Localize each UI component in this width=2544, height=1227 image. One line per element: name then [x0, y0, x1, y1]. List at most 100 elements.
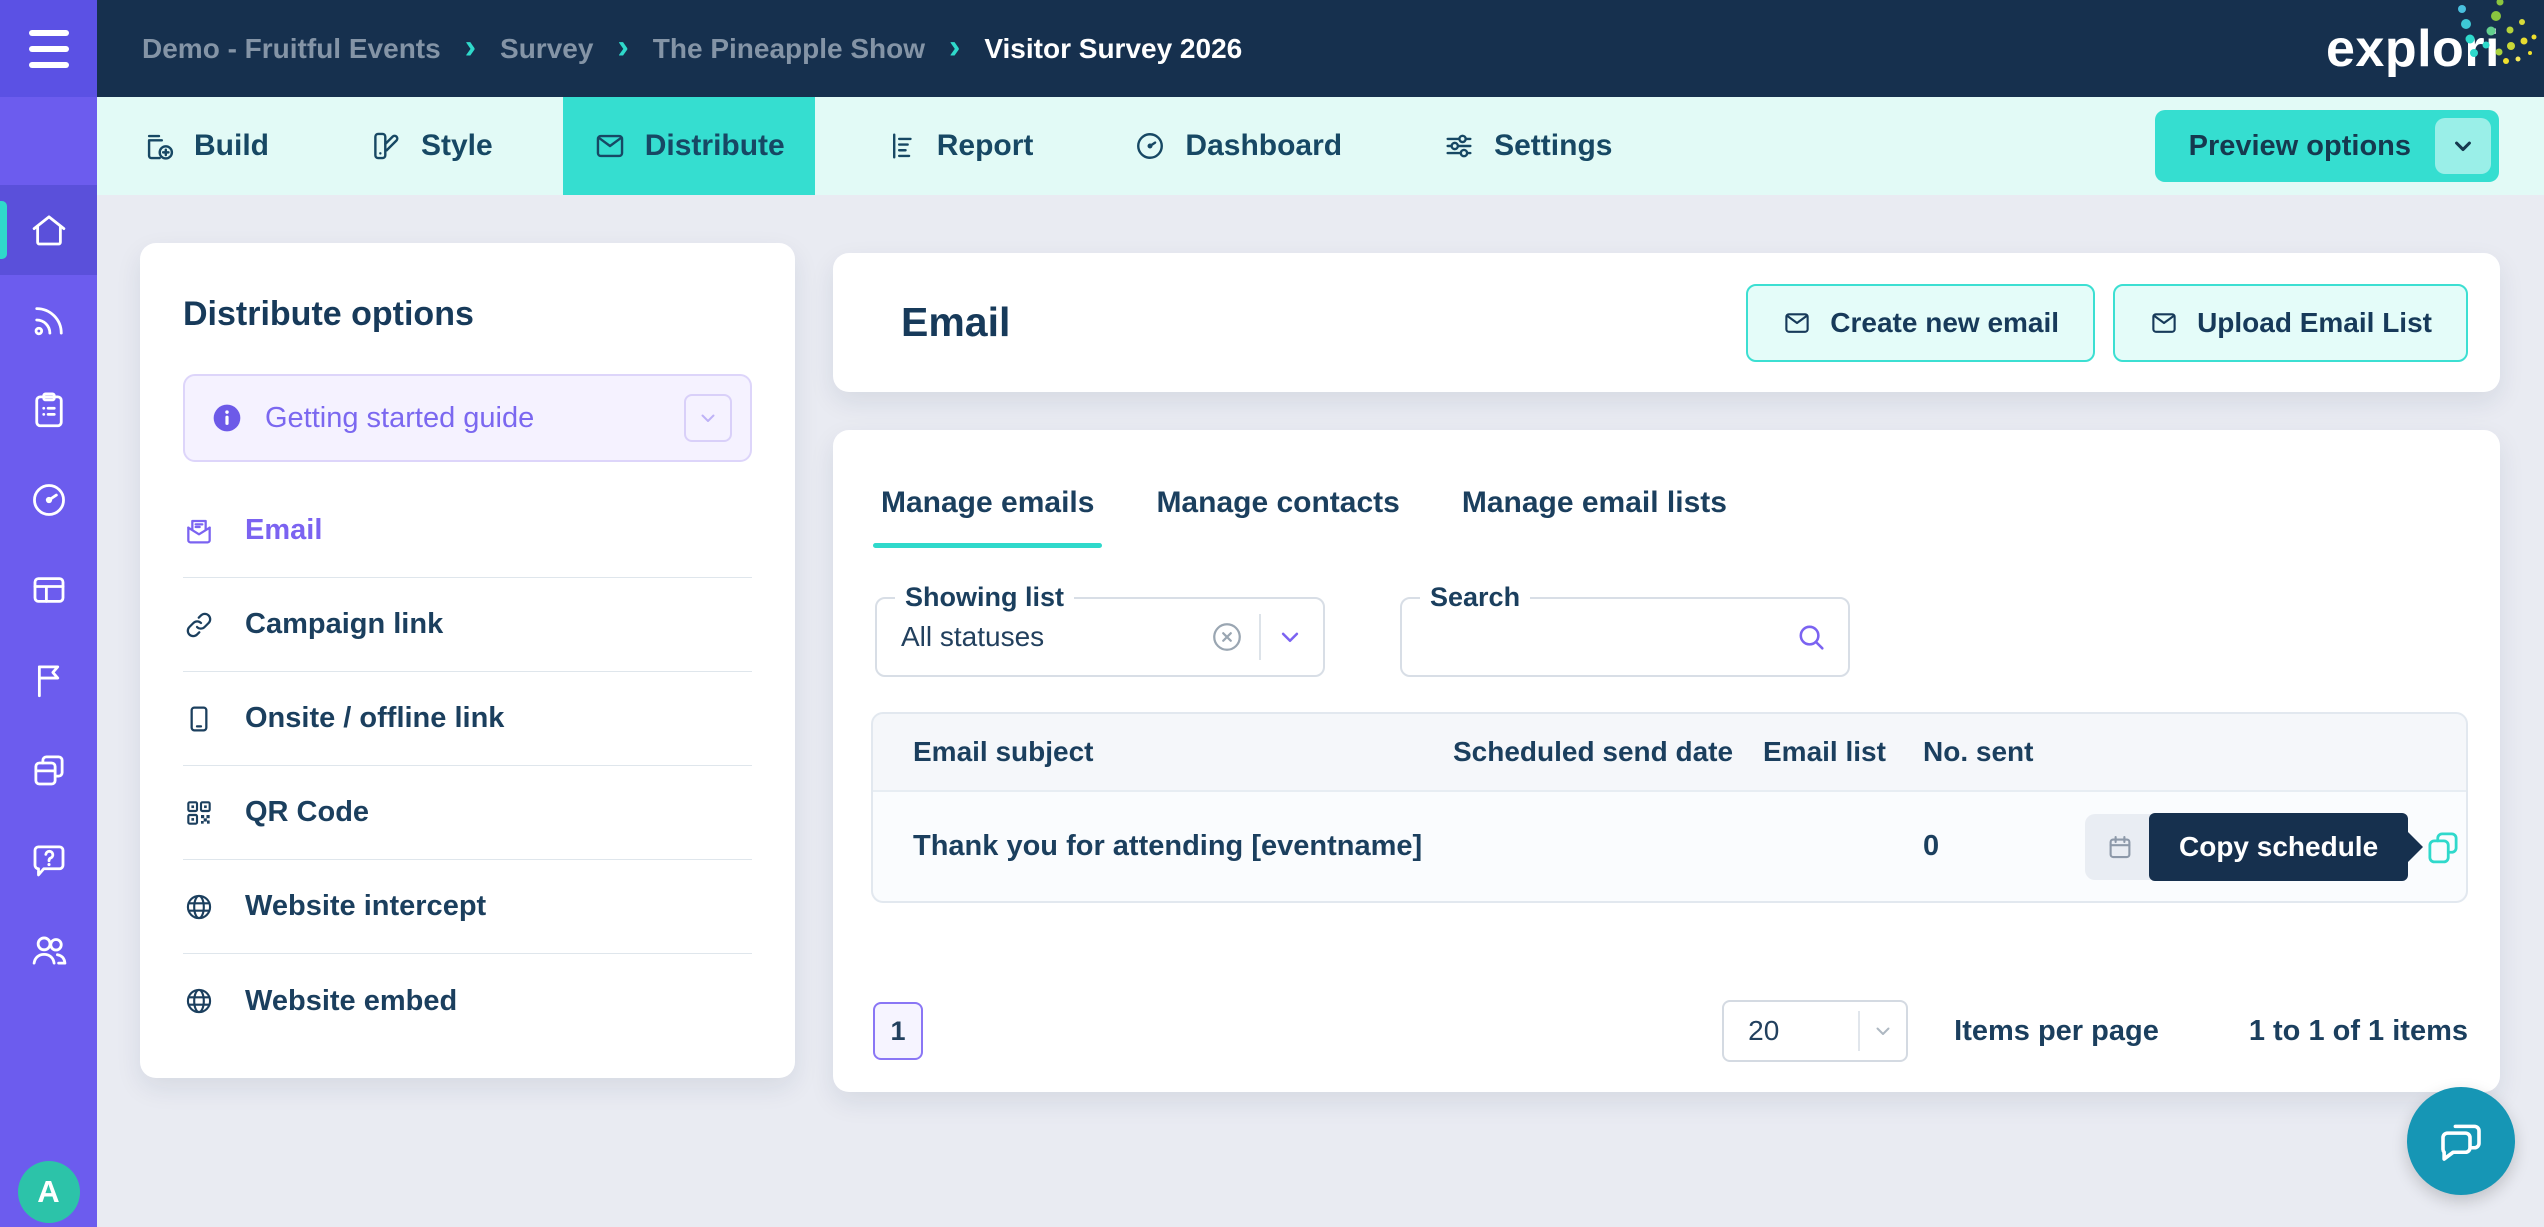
guide-expand-button[interactable] [684, 394, 732, 442]
column-header: Email list [1763, 736, 1886, 767]
envelope-icon [2152, 312, 2176, 333]
copy-icon [2428, 831, 2458, 863]
style-icon [374, 132, 399, 160]
pages-icon [33, 755, 64, 786]
tab-style[interactable]: Style [339, 97, 523, 195]
create-new-email-button[interactable]: Create new email [1746, 283, 2096, 362]
distribute-menu: Email Campaign link Onsite / offline lin… [183, 484, 752, 1048]
globe-icon [186, 988, 212, 1014]
breadcrumb-survey[interactable]: Survey [500, 32, 594, 64]
distribute-options-title: Distribute options [183, 295, 474, 333]
page-1-button[interactable]: 1 [873, 1002, 923, 1060]
column-header: Email subject [913, 736, 1094, 767]
page-title: Email [901, 299, 1011, 345]
items-per-page-label: Items per page [1954, 1014, 2159, 1047]
help-icon [33, 845, 64, 877]
no-sent-cell: 0 [1923, 830, 1940, 862]
distribute-item-campaign-link[interactable]: Campaign link [183, 578, 752, 672]
sidebar-item-help[interactable] [0, 815, 97, 905]
report-icon [892, 133, 912, 159]
tab-report[interactable]: Report [855, 97, 1064, 195]
upload-email-list-button[interactable]: Upload Email List [2113, 283, 2468, 362]
distribute-item-onsite-offline-link[interactable]: Onsite / offline link [183, 672, 752, 766]
breadcrumb-event[interactable]: The Pineapple Show [652, 32, 926, 64]
module-tab-bar: Build Style Distribute Report Dashb [97, 97, 2544, 195]
envelope-icon [596, 134, 623, 158]
distribute-item-website-embed[interactable]: Website embed [183, 954, 752, 1048]
chevron-down-icon[interactable] [1275, 622, 1305, 652]
preview-options-caret-button[interactable] [2435, 118, 2491, 174]
tab-manage-email-lists[interactable]: Manage email lists [1461, 486, 1727, 519]
build-icon [147, 134, 174, 160]
user-avatar[interactable]: A [17, 1161, 80, 1223]
sidebar-item-templates[interactable] [0, 725, 97, 815]
email-header-panel: Email Create new email Upload Email List [833, 253, 2500, 392]
chevron-down-icon [701, 414, 715, 422]
tab-settings[interactable]: Settings [1412, 97, 1642, 195]
sidebar-item-users[interactable] [0, 905, 97, 995]
pagination: 1 20 Items per page 1 to 1 of 1 items [873, 1000, 2468, 1062]
gauge-icon [32, 484, 65, 516]
email-actions: Create new email Upload Email List [1746, 283, 2468, 362]
tab-manage-emails[interactable]: Manage emails [872, 486, 1103, 548]
email-subject-cell: Thank you for attending [eventname] [913, 830, 1423, 862]
clear-filter-icon[interactable] [1209, 619, 1245, 655]
sidebar-item-home[interactable] [0, 185, 97, 275]
getting-started-guide[interactable]: Getting started guide [183, 374, 752, 462]
tab-manage-contacts[interactable]: Manage contacts [1156, 486, 1400, 519]
tab-dashboard[interactable]: Dashboard [1103, 97, 1372, 195]
rss-icon [34, 307, 63, 336]
preview-options-button[interactable]: Preview options [2154, 110, 2499, 182]
chat-widget-button[interactable] [2407, 1087, 2515, 1195]
table-header-row: Email subject Scheduled send date Email … [873, 714, 2466, 790]
breadcrumb-current-page: Visitor Survey 2026 [984, 32, 1243, 64]
explori-logo: explori [2326, 0, 2537, 75]
column-header: No. sent [1923, 736, 2034, 767]
showing-list-value: All statuses [901, 621, 1045, 652]
sidebar-item-reports[interactable] [0, 545, 97, 635]
sidebar: A [0, 97, 97, 1227]
qr-code-icon [187, 800, 211, 825]
divider [1259, 614, 1261, 660]
layout-icon [33, 577, 64, 603]
search-input[interactable] [1402, 621, 1794, 653]
users-icon [32, 936, 66, 965]
envelope-icon [1785, 312, 1809, 333]
copy-schedule-button[interactable] [2422, 826, 2464, 868]
sidebar-item-dashboards[interactable] [0, 455, 97, 545]
row-actions: U Copy schedule [2085, 792, 2466, 901]
distribute-options-panel: Distribute options Getting started guide… [140, 243, 795, 1078]
getting-started-guide-label: Getting started guide [265, 401, 535, 434]
breadcrumb-separator-icon: › [617, 27, 629, 66]
items-per-page-value: 20 [1748, 1015, 1780, 1046]
showing-list-dropdown[interactable]: Showing list All statuses [875, 582, 1325, 677]
sidebar-item-flags[interactable] [0, 635, 97, 725]
breadcrumb: Demo - Fruitful Events › Survey › The Pi… [142, 27, 1243, 66]
chevron-down-icon [1876, 1027, 1890, 1035]
tab-build[interactable]: Build [112, 97, 299, 195]
link-icon [186, 612, 212, 637]
distribute-item-email[interactable]: Email [183, 484, 752, 578]
tab-distribute[interactable]: Distribute [562, 97, 815, 195]
emails-table: Email subject Scheduled send date Email … [871, 712, 2468, 903]
items-per-page-select[interactable]: 20 [1722, 1000, 1909, 1062]
breadcrumb-account[interactable]: Demo - Fruitful Events [142, 32, 441, 64]
clipboard-icon [34, 392, 63, 428]
showing-list-label: Showing list [895, 582, 1074, 613]
distribute-item-qr-code[interactable]: QR Code [183, 766, 752, 860]
hamburger-menu-button[interactable] [0, 0, 97, 97]
search-box: Search [1400, 582, 1850, 677]
tablet-icon [190, 706, 208, 731]
chevron-down-icon [2455, 141, 2471, 152]
manage-tabs: Manage emails Manage contacts Manage ema… [872, 486, 1727, 548]
globe-icon [186, 894, 212, 919]
search-label: Search [1420, 582, 1531, 613]
distribute-item-website-intercept[interactable]: Website intercept [183, 860, 752, 954]
sidebar-item-feed[interactable] [0, 275, 97, 365]
breadcrumb-separator-icon: › [464, 27, 477, 66]
logo-burst-icon [2458, 0, 2537, 64]
dashboard-icon [1137, 133, 1164, 159]
info-icon [213, 404, 241, 432]
sidebar-item-surveys[interactable] [0, 365, 97, 455]
search-icon[interactable] [1794, 620, 1828, 654]
